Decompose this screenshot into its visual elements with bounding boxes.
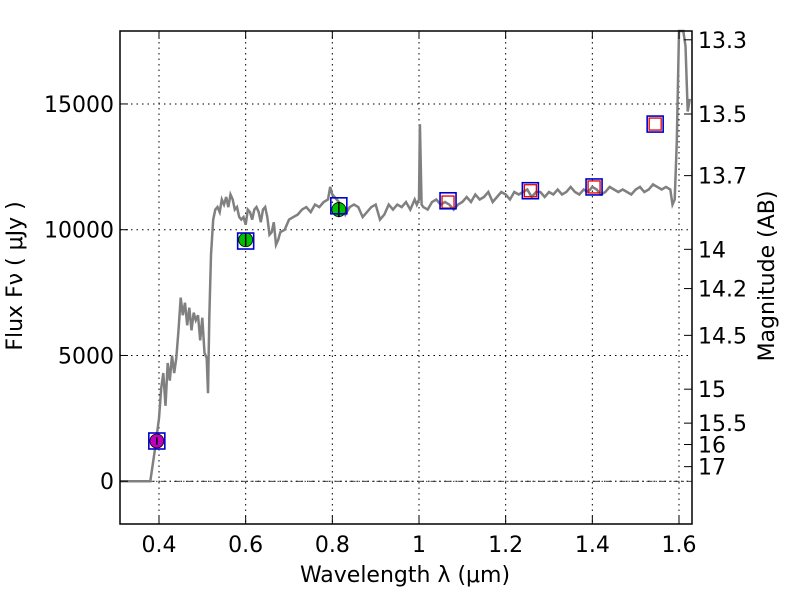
- y2-tick-label: 16: [698, 434, 726, 459]
- y-tick-label: 0: [100, 470, 114, 495]
- y2-axis-label: Magnitude (AB): [755, 191, 780, 362]
- x-tick-label: 1.2: [488, 533, 523, 558]
- upper-limit-marker: [587, 180, 601, 194]
- y-axis-label: Flux Fν ( μJy ): [3, 201, 28, 350]
- y2-tick-label: 13.7: [698, 165, 747, 190]
- upper-limit-marker: [523, 184, 538, 198]
- y2-tick-label: 15.5: [698, 412, 747, 437]
- upper-limit-marker: [648, 117, 662, 131]
- x-tick-label: 1.4: [575, 533, 610, 558]
- model-flux-marker: [646, 115, 664, 133]
- plot-frame: [119, 30, 693, 525]
- y-tick-label: 5000: [58, 344, 114, 369]
- x-tick-label: 1: [412, 533, 426, 558]
- y-tick-label: 15000: [44, 93, 114, 118]
- model-flux-marker: [521, 181, 540, 200]
- y2-tick-label: 13.3: [698, 29, 747, 54]
- axis-ticks: [120, 31, 692, 524]
- y2-tick-label: 14.5: [698, 324, 747, 349]
- y2-tick-label: 14: [698, 238, 726, 263]
- model-flux-marker: [236, 232, 255, 250]
- model-flux-marker: [585, 178, 603, 196]
- model-flux-marker: [148, 432, 166, 450]
- x-axis-label: Wavelength λ (μm): [300, 563, 510, 588]
- y-tick-label: 10000: [44, 219, 114, 244]
- y2-tick-label: 15: [698, 378, 726, 403]
- photometry-markers: [148, 115, 664, 450]
- axis-tick-labels: 0.4 0.6 0.8 1 1.2 1.4 1.6 0 5000 10000 15000 13.3 13…: [44, 29, 747, 558]
- model-flux-marker: [330, 197, 348, 215]
- x-tick-label: 1.6: [662, 533, 697, 558]
- grid-lines: [120, 31, 692, 524]
- model-flux-marker: [439, 191, 457, 210]
- x-tick-label: 0.8: [315, 533, 350, 558]
- spectrum-line: [120, 29, 692, 483]
- y2-tick-label: 14.2: [698, 278, 747, 303]
- x-tick-label: 0.4: [142, 533, 177, 558]
- y2-tick-label: 17: [698, 456, 726, 481]
- y2-tick-label: 13.5: [698, 103, 747, 128]
- x-tick-label: 0.6: [228, 533, 263, 558]
